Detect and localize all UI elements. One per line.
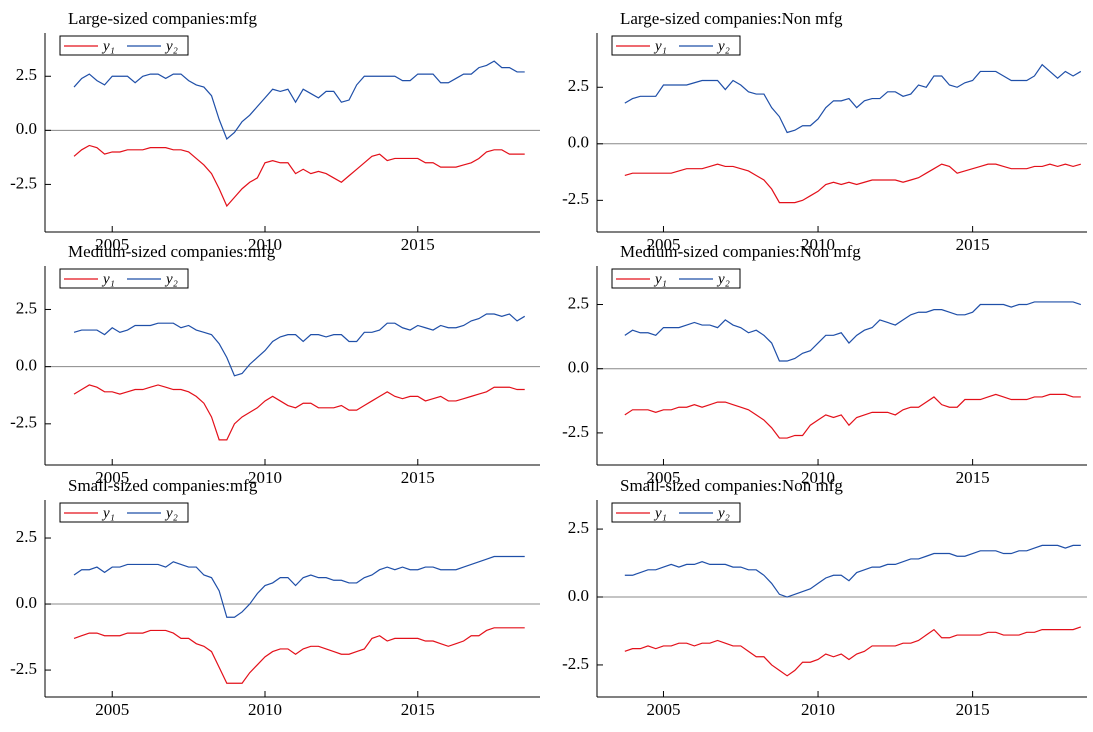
y-tick-label: 0.0 [16, 356, 37, 375]
legend-label: y₁ [653, 38, 667, 54]
x-tick-label: 2015 [401, 700, 435, 719]
panel-title: Medium-sized companies:mfg [68, 242, 276, 261]
y-tick-label: -2.5 [10, 659, 37, 678]
panel-title: Small-sized companies:Non mfg [620, 476, 843, 495]
panel: -2.5 0.0 2.5 2005 2010 2015 y₁ y₂ Small-sized co… [562, 476, 1087, 719]
y-tick-label: -2.5 [562, 654, 589, 673]
legend: y₁ y₂ [611, 35, 741, 56]
y-tick-label: 2.5 [16, 527, 37, 546]
series-line [73, 627, 525, 684]
legend-label: y₂ [164, 505, 178, 521]
series-line [624, 63, 1082, 134]
legend-box [59, 35, 189, 56]
legend-label: y₂ [164, 271, 178, 287]
x-tick-label: 2015 [401, 468, 435, 487]
x-tick-label: 2005 [95, 235, 129, 254]
y-tick-label: 2.5 [568, 293, 589, 312]
series-line [73, 60, 525, 140]
legend-box [611, 35, 741, 56]
x-tick-label: 2010 [801, 700, 835, 719]
legend: y₁ y₂ [611, 268, 741, 289]
x-tick-label: 2010 [801, 468, 835, 487]
panel: -2.5 0.0 2.5 2005 2010 2015 y₁ y₂ Large-sized co… [10, 9, 540, 254]
y-tick-label: 0.0 [568, 133, 589, 152]
legend-label: y₁ [653, 505, 667, 521]
legend: y₁ y₂ [59, 35, 189, 56]
legend-label: y₂ [716, 505, 730, 521]
panel: -2.5 0.0 2.5 2005 2010 2015 y₁ y₂ Medium-sized c… [10, 242, 540, 487]
y-tick-label: 0.0 [16, 119, 37, 138]
y-tick-label: 2.5 [568, 518, 589, 537]
x-tick-label: 2015 [956, 468, 990, 487]
panel: -2.5 0.0 2.5 2005 2010 2015 y₁ y₂ Large-sized co… [562, 9, 1087, 254]
y-tick-label: -2.5 [10, 413, 37, 432]
panel: -2.5 0.0 2.5 2005 2010 2015 y₁ y₂ Small-sized co… [10, 476, 540, 719]
legend: y₁ y₂ [611, 502, 741, 523]
y-tick-label: 0.0 [568, 358, 589, 377]
legend-box [59, 268, 189, 289]
y-tick-label: 0.0 [568, 586, 589, 605]
x-tick-label: 2005 [646, 468, 680, 487]
legend-label: y₁ [101, 38, 115, 54]
series-line [73, 555, 525, 618]
panel-title: Large-sized companies:Non mfg [620, 9, 843, 28]
legend-label: y₁ [653, 271, 667, 287]
x-tick-label: 2010 [248, 700, 282, 719]
legend-box [59, 502, 189, 523]
y-tick-label: 2.5 [16, 298, 37, 317]
series-line [624, 544, 1081, 598]
legend-label: y₁ [101, 505, 115, 521]
legend: y₁ y₂ [59, 502, 189, 523]
x-tick-label: 2015 [956, 235, 990, 254]
x-tick-label: 2005 [95, 468, 129, 487]
x-tick-label: 2005 [646, 235, 680, 254]
x-tick-label: 2010 [248, 235, 282, 254]
legend-label: y₂ [716, 38, 730, 54]
panel-title: Large-sized companies:mfg [68, 9, 257, 28]
x-tick-label: 2010 [801, 235, 835, 254]
y-tick-label: -2.5 [10, 173, 37, 192]
y-tick-label: 0.0 [16, 593, 37, 612]
y-tick-label: -2.5 [562, 189, 589, 208]
legend: y₁ y₂ [59, 268, 189, 289]
y-tick-label: 2.5 [16, 65, 37, 84]
legend-label: y₂ [716, 271, 730, 287]
series-line [73, 144, 525, 208]
x-tick-label: 2015 [956, 700, 990, 719]
series-line [624, 393, 1081, 439]
y-tick-label: 2.5 [568, 76, 589, 95]
series-line [73, 384, 525, 441]
series-line [624, 163, 1081, 204]
x-tick-label: 2005 [95, 700, 129, 719]
legend-box [611, 268, 741, 289]
series-line [624, 626, 1082, 677]
legend-label: y₁ [101, 271, 115, 287]
x-tick-label: 2010 [248, 468, 282, 487]
panel: -2.5 0.0 2.5 2005 2010 2015 y₁ y₂ Medium-sized c… [562, 242, 1087, 487]
legend-box [611, 502, 741, 523]
series-line [624, 301, 1082, 362]
x-tick-label: 2005 [646, 700, 680, 719]
panel-title: Small-sized companies:mfg [68, 476, 258, 495]
x-tick-label: 2015 [401, 235, 435, 254]
panel-title: Medium-sized companies:Non mfg [620, 242, 861, 261]
y-tick-label: -2.5 [562, 422, 589, 441]
legend-label: y₂ [164, 38, 178, 54]
series-line [73, 313, 526, 377]
